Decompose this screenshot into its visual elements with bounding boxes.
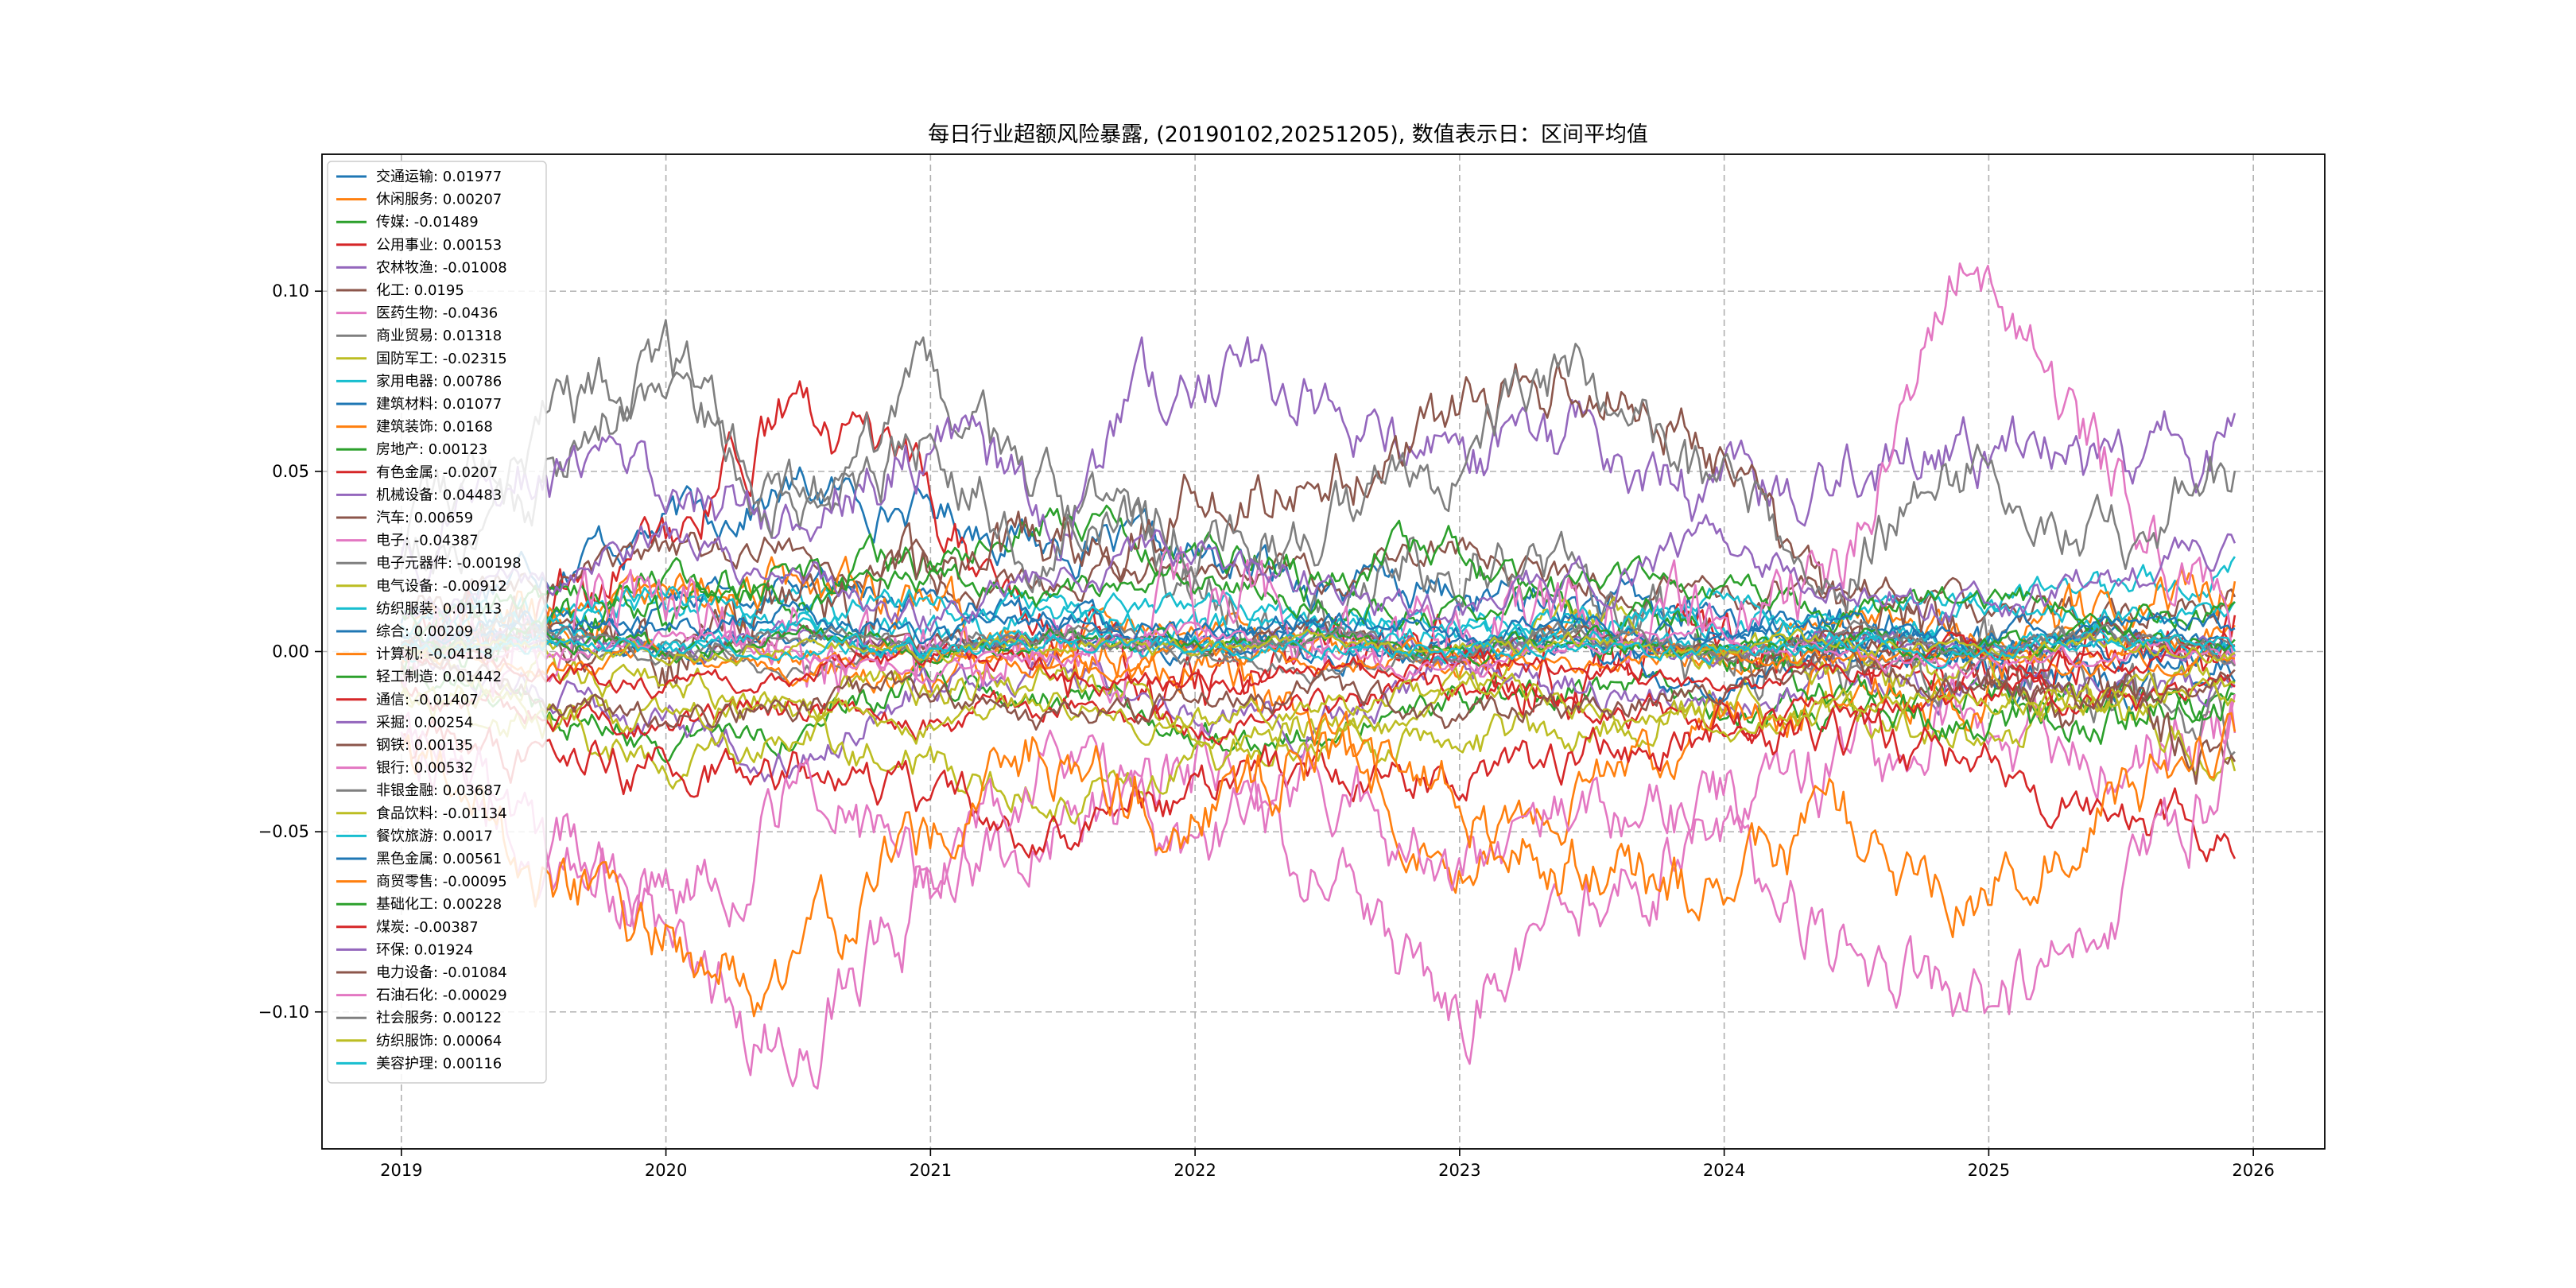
series-line-27 [400, 262, 2237, 704]
legend-box [327, 161, 547, 1084]
series-line-36 [400, 635, 2236, 731]
legend-entry: 电力设备: -0.01084 [376, 964, 507, 981]
legend-entry: 银行: 0.00532 [376, 760, 473, 777]
legend-entry: 钢铁: 0.00135 [376, 737, 473, 754]
legend-entry: 休闲服务: 0.00207 [376, 192, 502, 208]
series-line-23 [400, 555, 2236, 635]
series-line-8 [400, 336, 2236, 757]
legend-entry: 化工: 0.0195 [376, 282, 464, 299]
legend-entry: 纺织服装: 0.01113 [376, 600, 502, 617]
series-layer [400, 262, 2237, 1090]
legend-entry: 食品饮料: -0.01134 [376, 805, 507, 822]
legend-entry: 电子元器件: -0.00198 [376, 555, 522, 572]
y-tick-label: −0.10 [258, 1003, 309, 1022]
legend-entry: 计算机: -0.04118 [376, 646, 493, 663]
legend-entry: 通信: -0.01407 [376, 692, 479, 708]
legend-entry: 环保: 0.01924 [376, 941, 473, 958]
series-line-7 [400, 673, 2237, 1090]
series-line-15 [400, 336, 2237, 594]
legend-entry: 有色金属: -0.0207 [376, 464, 498, 481]
legend-items: 交通运输: 0.01977 休闲服务: 0.00207 传媒: -0.01489 公用… [336, 169, 522, 1072]
series-line-28 [400, 319, 2237, 612]
x-tick-label: 2025 [1968, 1161, 2010, 1180]
x-tick-label: 2024 [1703, 1161, 1745, 1180]
chart-title: 每日行业超额风险暴露, (20190102,20251205), 数值表示日：区… [928, 122, 1648, 147]
legend-entry: 综合: 0.00209 [376, 623, 473, 640]
legend-entry: 美容护理: 0.00116 [376, 1055, 502, 1072]
y-tick-label: 0.00 [272, 642, 309, 661]
legend-entry: 机械设备: 0.04483 [376, 487, 502, 503]
series-line-22 [400, 712, 2237, 1018]
y-tick-label: −0.05 [258, 822, 309, 841]
legend-entry: 轻工制造: 0.01442 [376, 669, 502, 685]
series-line-17 [400, 700, 2237, 1018]
legend-entry: 汽车: 0.00659 [376, 510, 473, 526]
x-tick-label: 2021 [910, 1161, 952, 1180]
series-line-37 [400, 620, 2236, 685]
series-line-40 [400, 632, 2236, 669]
series-line-35 [401, 514, 2237, 633]
legend-entry: 纺织服饰: 0.00064 [376, 1033, 502, 1049]
x-tick-label: 2022 [1174, 1161, 1216, 1180]
legend-entry: 非银金融: 0.03687 [376, 782, 502, 799]
legend-entry: 黑色金属: 0.00561 [376, 851, 502, 867]
y-tick-label: 0.05 [272, 462, 309, 481]
legend-entry: 建筑材料: 0.01077 [376, 396, 502, 413]
series-line-13 [400, 504, 2236, 745]
y-tick-label: 0.10 [272, 281, 309, 301]
series-line-31 [401, 600, 2236, 658]
legend-entry: 基础化工: 0.00228 [376, 896, 502, 913]
legend-entry: 社会服务: 0.00122 [376, 1010, 502, 1026]
tick-layer: 2019 2020 2021 2022 2023 2024 2025 2026 −0.10 −0.… [258, 281, 2275, 1180]
legend-entry: 建筑装饰: 0.0168 [376, 419, 493, 436]
legend-entry: 商业贸易: 0.01318 [376, 328, 502, 344]
x-tick-label: 2023 [1438, 1161, 1480, 1180]
legend-entry: 交通运输: 0.01977 [376, 169, 502, 185]
series-line-11 [401, 566, 2236, 706]
x-tick-label: 2020 [645, 1161, 687, 1180]
legend-entry: 农林牧渔: -0.01008 [376, 259, 507, 276]
legend-entry: 餐饮旅游: 0.0017 [376, 828, 493, 844]
legend-entry: 煤炭: -0.00387 [376, 919, 479, 936]
legend-entry: 采掘: 0.00254 [376, 714, 473, 731]
series-line-34 [400, 631, 2235, 700]
legend-entry: 公用事业: 0.00153 [376, 237, 502, 254]
legend-entry: 房地产: 0.00123 [376, 441, 487, 458]
x-tick-label: 2026 [2232, 1161, 2274, 1180]
legend-entry: 家用电器: 0.00786 [376, 373, 502, 390]
series-line-19 [400, 596, 2236, 762]
legend-entry: 电气设备: -0.00912 [376, 578, 507, 595]
legend-entry: 国防军工: -0.02315 [376, 351, 507, 367]
legend-entry: 医药生物: -0.0436 [376, 305, 498, 322]
legend-entry: 传媒: -0.01489 [376, 214, 479, 231]
legend-entry: 商贸零售: -0.00095 [376, 874, 507, 890]
series-line-33 [400, 612, 2236, 669]
series-line-29 [400, 670, 2236, 747]
legend-entry: 电子: -0.04387 [376, 533, 479, 549]
legend-entry: 石油石化: -0.00029 [376, 987, 507, 1004]
x-tick-label: 2019 [380, 1161, 422, 1180]
series-line-39 [401, 628, 2236, 667]
legend: 交通运输: 0.01977 休闲服务: 0.00207 传媒: -0.01489 公用… [327, 161, 547, 1084]
